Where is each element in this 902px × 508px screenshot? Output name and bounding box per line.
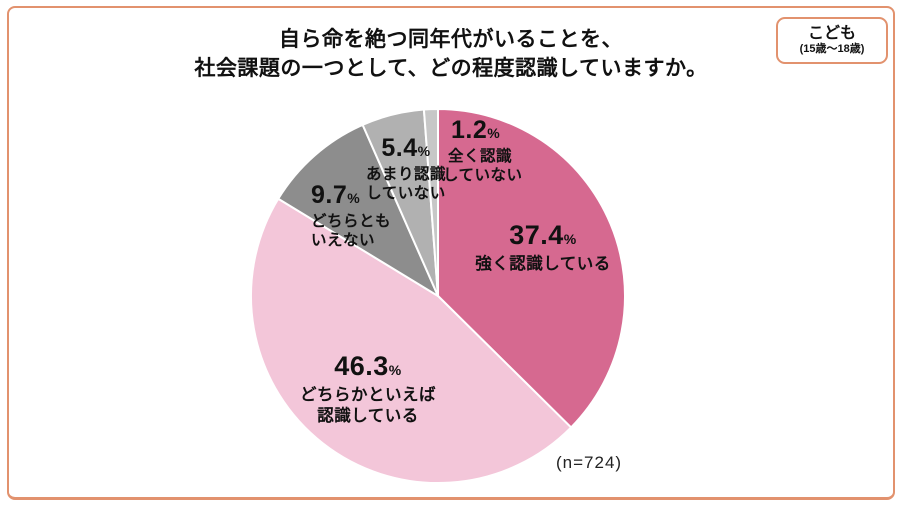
- pie-slice-0: [437, 108, 627, 429]
- age-group-range: (15歳〜18歳): [799, 43, 865, 55]
- chart-title: 自ら命を絶つ同年代がいることを、 社会課題の一つとして、どの程度認識していますか…: [0, 25, 902, 83]
- pie-value-somewhat-aware: 46.3%: [334, 351, 402, 381]
- pie-slice-2: [277, 123, 439, 297]
- chart-title-line-1: 自ら命を絶つ同年代がいることを、: [279, 28, 623, 51]
- pie-label-not-aware: 1.2% 全く認識 していない: [443, 116, 523, 185]
- age-group-badge: こども (15歳〜18歳): [776, 17, 888, 64]
- sample-size-label: (n=724): [556, 453, 623, 472]
- pie-slice-1: [249, 197, 573, 485]
- pie-label-strongly-aware: 37.4% 強く認識している: [468, 220, 618, 275]
- pie-slice-4: [422, 107, 439, 297]
- pie-label-little-aware: 5.4% あまり認識 していない: [366, 134, 447, 203]
- pie-value-strongly-aware: 37.4%: [509, 220, 577, 250]
- chart-title-line-2: 社会課題の一つとして、どの程度認識していますか。: [194, 57, 708, 80]
- pie-value-little-aware: 5.4%: [381, 134, 431, 162]
- pie-label-neither: 9.7% どちらとも いえない: [311, 181, 392, 250]
- pie-value-not-aware: 1.2%: [451, 116, 501, 144]
- pie-value-neither: 9.7%: [311, 181, 361, 209]
- pie-label-somewhat-aware: 46.3% どちらかといえば 認識している: [293, 351, 443, 427]
- age-group-label: こども: [807, 25, 856, 42]
